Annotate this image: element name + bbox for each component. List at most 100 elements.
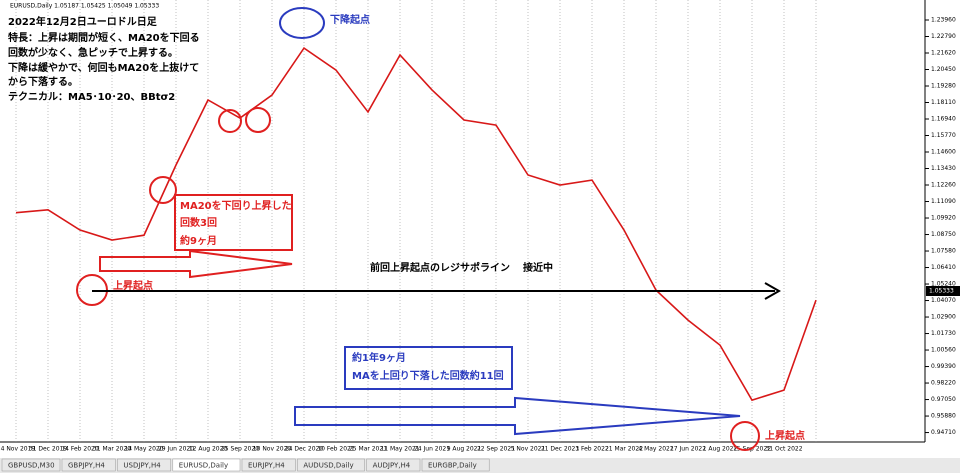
tab[interactable] <box>297 458 365 472</box>
price-box <box>926 286 960 296</box>
y-tick-label: 0.95880 <box>931 413 956 420</box>
x-tick-label: 4 May 2022 <box>638 446 673 453</box>
circle <box>730 421 760 451</box>
y-tick-label: 1.07580 <box>931 248 956 255</box>
annotation: 2022年12月2日ユーロドル日足 <box>8 15 158 28</box>
tab-label: AUDUSD,Daily <box>303 462 353 470</box>
y-tick-label: 0.97050 <box>931 396 956 403</box>
y-tick-label: 1.00560 <box>931 347 956 354</box>
tab[interactable] <box>241 458 296 472</box>
header: EURUSD,Daily 1.05187 1.05425 1.05049 1.0… <box>10 3 159 10</box>
y-tick-label: 1.16940 <box>931 116 956 123</box>
x-tick-label: 31 Mar 2020 <box>93 446 131 453</box>
annotation: 接近中 <box>523 261 553 274</box>
y-tick-label: 1.18110 <box>931 99 956 106</box>
y-tick-label: 1.20450 <box>931 66 956 73</box>
tab-label: GBPJPY,H4 <box>68 462 105 470</box>
price-label: 1.05333 <box>929 288 954 295</box>
tab-label: AUDJPY,H4 <box>373 462 411 470</box>
x-tick-label: 21 Mar 2022 <box>605 446 643 453</box>
y-tick-label: 1.21620 <box>931 49 956 56</box>
box <box>174 194 293 251</box>
marks <box>15 46 817 402</box>
x-tick-label: 22 Sep 2021 <box>477 446 515 453</box>
y-tick-label: 1.19280 <box>931 82 956 89</box>
x-tick-label: 24 Dec 2020 <box>285 446 324 453</box>
annotations: 2022年12月2日ユーロドル日足特長：上昇は期間が短く、MA20を下回る回数が… <box>8 13 805 442</box>
y-tick-label: 1.15770 <box>931 132 956 139</box>
x-tick-label: 10 Feb 2021 <box>317 446 355 453</box>
x-tick-label: 1 Aug 2022 <box>703 446 738 453</box>
y-tick-label: 1.09920 <box>931 215 956 222</box>
y-tick-label: 1.22790 <box>931 33 956 40</box>
annotation: から下落する。 <box>8 75 78 88</box>
x-tick-label: 25 Mar 2021 <box>349 446 387 453</box>
grid: 1.23960 1.22790 1.21620 1.20450 1.19280 1.181… <box>0 0 956 453</box>
circle <box>149 176 177 204</box>
box <box>344 346 513 390</box>
tab[interactable] <box>366 458 421 472</box>
tab[interactable] <box>421 458 490 472</box>
annotation: MAを上回り下落した回数約11回 <box>352 369 504 382</box>
x-tick-label: 25 Sep 2020 <box>221 446 259 453</box>
annotation: 前回上昇起点のレジサポライン <box>370 261 510 274</box>
arrow <box>294 396 741 436</box>
x-tick-label: 9 Aug 2021 <box>447 446 482 453</box>
x-tick-label: 31 Dec 2019 <box>29 446 68 453</box>
circle <box>245 107 271 133</box>
annotation: MA20を下回り上昇した <box>180 199 292 212</box>
tab-label: EURUSD,Daily <box>179 462 228 470</box>
x-tick-label: 21 Dec 2021 <box>541 446 580 453</box>
x-tick-label: 31 Oct 2022 <box>765 446 802 453</box>
y-tick-label: 1.06410 <box>931 264 956 271</box>
annotation: 下降起点 <box>330 13 370 26</box>
y-tick-label: 1.11090 <box>931 198 956 205</box>
y-tick-label: 1.04070 <box>931 297 956 304</box>
annotation: 下降は緩やかで、何回もMA20を上抜けて <box>8 61 199 74</box>
tab[interactable] <box>61 458 116 472</box>
arrow <box>99 249 293 279</box>
circle <box>279 7 325 39</box>
circle <box>218 109 242 133</box>
price-line <box>15 46 817 402</box>
y-tick-label: 1.12260 <box>931 182 956 189</box>
tab[interactable] <box>172 458 241 472</box>
y-tick-label: 0.99390 <box>931 363 956 370</box>
y-tick-label: 1.13430 <box>931 165 956 172</box>
tabs: GBPUSD,M30 GBPJPY,H4 USDJPY,H4 EURUSD,Daily… <box>1 458 490 472</box>
x-tick-label: 14 Nov 2019 <box>0 446 35 453</box>
y-tick-label: 1.23960 <box>931 16 956 23</box>
tab[interactable] <box>117 458 172 472</box>
annotation: 特長：上昇は期間が短く、MA20を下回る <box>8 31 200 44</box>
x-tick-label: 3 Feb 2022 <box>575 446 609 453</box>
y-tick-label: 0.98220 <box>931 380 956 387</box>
annotation: テクニカル：MA5･10･20、BBtσ2 <box>8 91 175 103</box>
annotation: 上昇起点 <box>765 429 805 442</box>
annotation: 約9ヶ月 <box>180 234 217 247</box>
x-tick-label: 17 Jun 2022 <box>670 446 706 453</box>
annotation: 上昇起点 <box>113 279 153 292</box>
y-tick-label: 1.02900 <box>931 314 956 321</box>
x-tick-label: 24 Jun 2021 <box>414 446 450 453</box>
y-tick-label: 1.14600 <box>931 149 956 156</box>
tab[interactable] <box>1 458 61 472</box>
x-tick-label: 29 Jun 2020 <box>158 446 194 453</box>
arrow-head <box>764 282 782 300</box>
x-tick-label: 10 Nov 2020 <box>253 446 292 453</box>
y-tick-label: 0.94710 <box>931 429 956 436</box>
annotation: 約1年9ヶ月 <box>352 351 406 364</box>
tab-label: USDJPY,H4 <box>123 462 161 470</box>
x-tick-label: 14 May 2020 <box>124 446 163 453</box>
tab-label: GBPUSD,M30 <box>8 462 55 470</box>
annotation: 回数3回 <box>180 216 217 229</box>
tab-label: EURJPY,H4 <box>248 462 285 470</box>
y-tick-label: 1.01730 <box>931 330 956 337</box>
x-tick-label: 11 May 2021 <box>380 446 419 453</box>
y-tick-label: 1.05240 <box>931 281 956 288</box>
x-tick-label: 5 Nov 2021 <box>511 446 546 453</box>
tab-label: EURGBP,Daily <box>428 462 477 470</box>
y-tick-label: 1.08750 <box>931 231 956 238</box>
